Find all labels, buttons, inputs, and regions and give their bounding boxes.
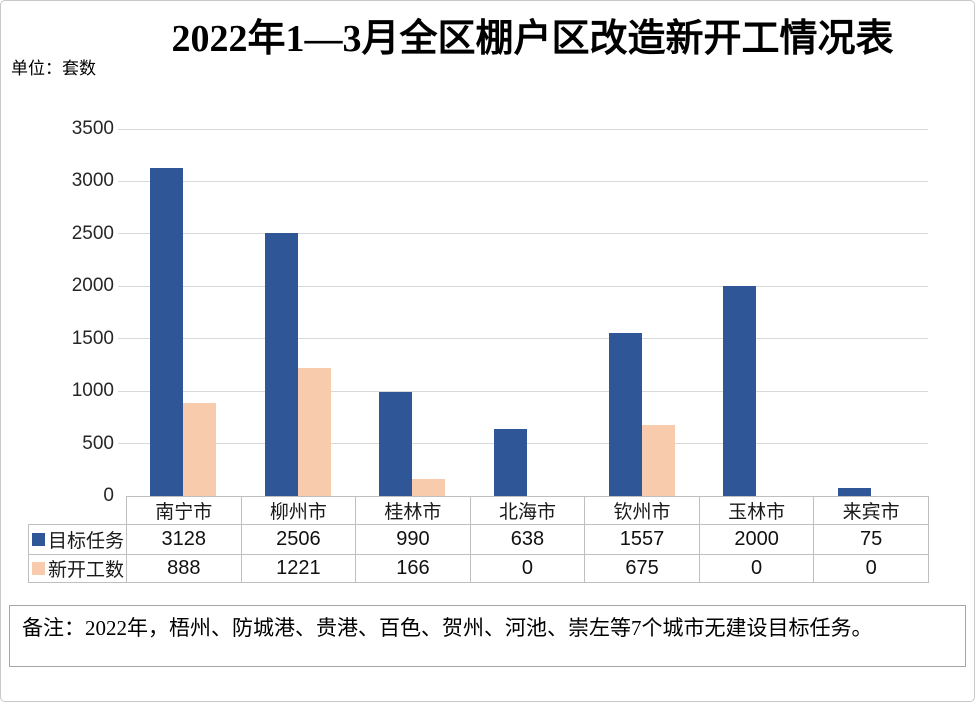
gridline bbox=[118, 285, 928, 287]
legend-swatch-target-icon bbox=[32, 533, 45, 546]
value-started-0: 888 bbox=[126, 554, 242, 583]
bar-started-0 bbox=[183, 402, 217, 496]
table-corner-cell bbox=[29, 497, 127, 525]
y-axis-tick-label: 1500 bbox=[71, 327, 114, 349]
bar-target-1 bbox=[264, 233, 298, 496]
legend-label-target: 目标任务 bbox=[48, 531, 125, 552]
legend-cell-target: 目标任务 bbox=[28, 524, 127, 555]
legend-cell-started: 新开工数 bbox=[28, 554, 127, 583]
table-row-started: 新开工数 888 1221 166 0 675 0 0 bbox=[28, 554, 929, 583]
y-axis-tick-label: 2500 bbox=[71, 222, 114, 244]
value-target-3: 638 bbox=[469, 524, 586, 555]
data-table: 南宁市 柳州市 桂林市 北海市 钦州市 玉林市 来宾市 目标任务 3128 2506 990 638 1… bbox=[28, 496, 929, 583]
plot-area: 0 500 1000 1500 2000 2500 3000 3500 bbox=[72, 118, 928, 506]
y-axis-tick-label: 1000 bbox=[71, 380, 114, 402]
bar-target-3 bbox=[494, 429, 527, 496]
value-target-1: 2506 bbox=[240, 524, 357, 555]
category-label-3: 北海市 bbox=[469, 496, 586, 525]
category-label-4: 钦州市 bbox=[584, 496, 700, 525]
value-target-4: 1557 bbox=[584, 524, 700, 555]
table-header-row: 南宁市 柳州市 桂林市 北海市 钦州市 玉林市 来宾市 bbox=[29, 496, 929, 525]
value-target-0: 3128 bbox=[126, 524, 242, 555]
y-axis-tick-label: 0 bbox=[103, 485, 114, 506]
bar-started-4 bbox=[641, 425, 675, 496]
bar-target-2 bbox=[379, 392, 413, 496]
bar-started-1 bbox=[297, 367, 331, 496]
category-label-1: 柳州市 bbox=[240, 496, 357, 525]
legend-label-started: 新开工数 bbox=[48, 560, 125, 581]
bar-target-6 bbox=[837, 488, 871, 496]
gridline bbox=[118, 390, 928, 392]
note-box: 备注：2022年，梧州、防城港、贵港、百色、贺州、河池、崇左等7个城市无建设目标… bbox=[9, 605, 966, 667]
y-axis-tick-label: 3000 bbox=[71, 170, 114, 192]
bar-started-2 bbox=[412, 478, 446, 496]
value-target-5: 2000 bbox=[698, 524, 815, 555]
value-started-2: 166 bbox=[355, 554, 471, 583]
category-label-5: 玉林市 bbox=[698, 496, 815, 525]
bar-target-0 bbox=[150, 168, 184, 496]
legend-swatch-started-icon bbox=[32, 562, 45, 575]
unit-label: 单位：套数 bbox=[11, 59, 96, 78]
value-started-4: 675 bbox=[584, 554, 700, 583]
value-started-6: 0 bbox=[813, 554, 929, 583]
page-title: 2022年1—3月全区棚户区改造新开工情况表 bbox=[171, 18, 894, 60]
value-target-6: 75 bbox=[813, 524, 929, 555]
value-started-3: 0 bbox=[469, 554, 586, 583]
table-row-target: 目标任务 3128 2506 990 638 1557 2000 75 bbox=[28, 524, 929, 555]
gridline bbox=[118, 180, 928, 182]
gridline bbox=[118, 128, 928, 130]
y-axis-tick-label: 2000 bbox=[71, 275, 114, 297]
value-started-5: 0 bbox=[698, 554, 815, 583]
y-axis-tick-label: 500 bbox=[82, 432, 114, 454]
bar-target-4 bbox=[608, 332, 642, 496]
value-started-1: 1221 bbox=[240, 554, 357, 583]
value-target-2: 990 bbox=[355, 524, 471, 555]
category-label-6: 来宾市 bbox=[813, 496, 929, 525]
bar-target-5 bbox=[723, 286, 757, 496]
y-axis-tick-label: 3500 bbox=[71, 118, 114, 139]
category-label-0: 南宁市 bbox=[126, 496, 242, 525]
gridline bbox=[118, 233, 928, 235]
gridline bbox=[118, 338, 928, 340]
note-text: 备注：2022年，梧州、防城港、贵港、百色、贺州、河池、崇左等7个城市无建设目标… bbox=[22, 616, 873, 640]
category-label-2: 桂林市 bbox=[355, 496, 471, 525]
